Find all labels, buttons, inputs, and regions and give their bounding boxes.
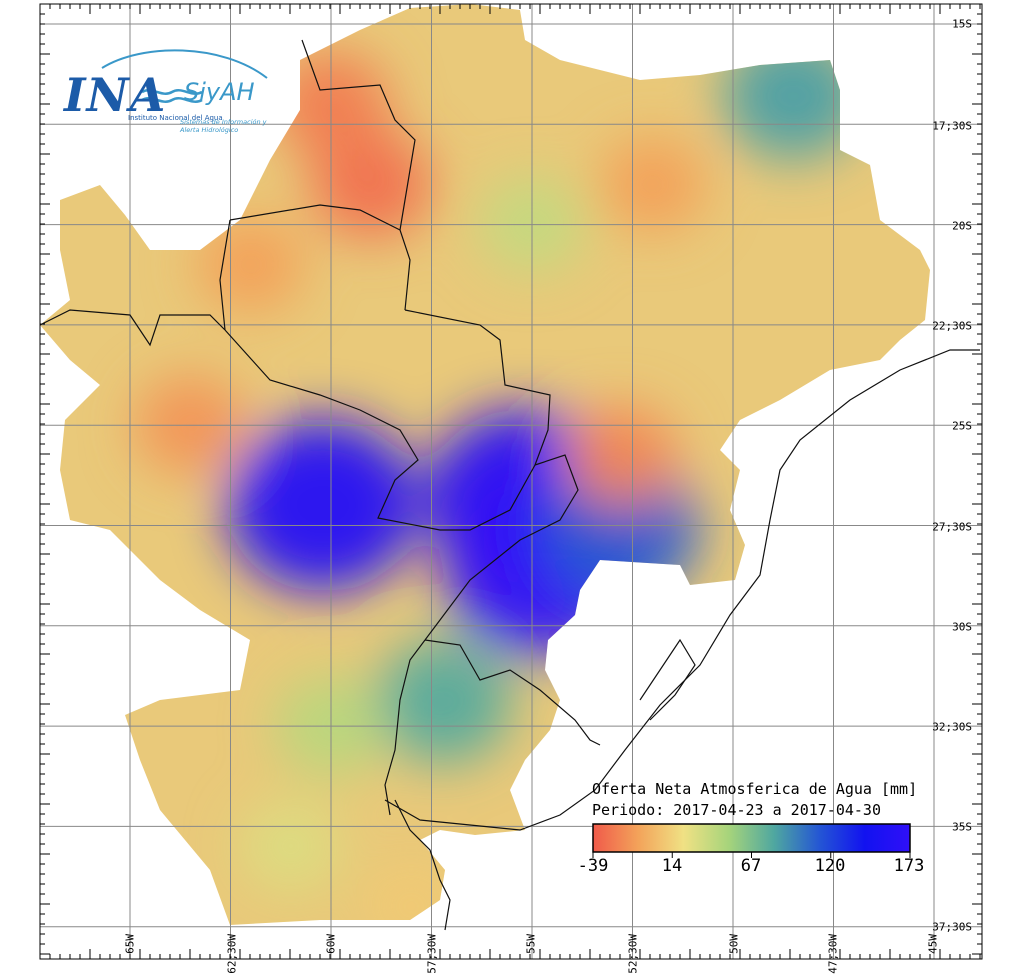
field-blob <box>375 640 512 763</box>
field-blob <box>197 216 304 313</box>
lat-label: 30S <box>952 620 972 634</box>
coast-laguna-dos-patos <box>639 638 696 721</box>
field-blob <box>599 136 706 233</box>
lat-label: 32;30S <box>932 720 972 734</box>
lon-label: 45W <box>926 934 940 954</box>
boundary-argentina-paraguay <box>224 329 536 531</box>
legend-tick-label: 173 <box>893 856 925 876</box>
legend-period: Periodo: 2017-04-23 a 2017-04-30 <box>592 801 881 819</box>
legend-colorbar-fill <box>592 823 911 853</box>
field-blob <box>240 800 342 892</box>
logo-wave-icon <box>101 49 268 103</box>
lon-label: 57;30W <box>425 934 439 974</box>
ina-siyah-logo: INA SiyAH Instituto Nacional del Agua Si… <box>62 48 272 148</box>
coast-buenos-aires <box>394 799 451 931</box>
field-blob <box>563 405 678 509</box>
coast-rio-de-la-plata <box>384 349 980 831</box>
legend-colorbar <box>592 823 911 858</box>
lat-label: 35S <box>952 820 972 834</box>
field-blob <box>226 418 420 592</box>
field-blob <box>723 33 864 160</box>
lon-label: 65W <box>123 934 137 954</box>
boundary-argentina-brasil <box>424 454 579 641</box>
lat-label: 27;30S <box>932 520 972 534</box>
lon-label: 62;30W <box>225 934 239 974</box>
lon-label: 55W <box>524 934 538 954</box>
lon-label: 52;30W <box>626 934 640 974</box>
legend-title: Oferta Neta Atmosferica de Agua [mm] <box>592 780 918 798</box>
boundary-bolivia-west <box>219 219 231 331</box>
logo-ina-text: INA <box>64 68 167 122</box>
logo-system-text: Sistemas de Información y Alerta Hidroló… <box>180 118 267 134</box>
logo-institute-text: Instituto Nacional del Agua <box>128 114 223 122</box>
lat-label: 22;30S <box>932 319 972 333</box>
boundary-argentina-bolivia <box>39 309 226 347</box>
lon-label: 47;30W <box>826 934 840 974</box>
field-blob <box>365 864 458 925</box>
boundary-uruguay-brasil <box>424 639 601 746</box>
boundary-argentina-uruguay <box>384 639 426 816</box>
lat-label: 20S <box>952 219 972 233</box>
legend-tick-label: 120 <box>814 856 846 876</box>
field-blob <box>310 130 432 239</box>
political-boundaries <box>39 39 980 931</box>
lon-label: 60W <box>324 934 338 954</box>
lon-label: 50W <box>727 934 741 954</box>
lat-label: 17;30S <box>932 119 972 133</box>
boundary-paraguay-brasil <box>404 309 551 466</box>
lat-label: 25S <box>952 419 972 433</box>
boundary-bolivia-paraguay <box>229 204 401 231</box>
legend-tick-label: 67 <box>740 856 762 876</box>
legend-tick-label: -39 <box>577 856 609 876</box>
lat-label: 37;30S <box>932 920 972 934</box>
legend-tick-label: 14 <box>661 856 683 876</box>
logo-siyah-text: SiyAH <box>184 78 255 106</box>
map-frame <box>39 3 983 960</box>
boundary-bolivia-brasil <box>301 39 416 311</box>
lat-label: 15S <box>952 17 972 31</box>
